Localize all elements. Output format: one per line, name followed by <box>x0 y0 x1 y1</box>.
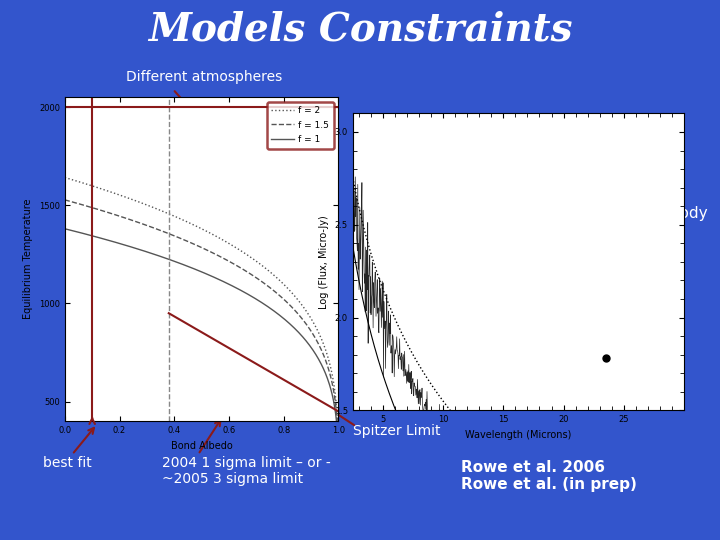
f = 1.5 <box>258 279 266 285</box>
f = 2 <box>259 264 268 270</box>
f = 1 <box>168 258 177 264</box>
f = 1 <box>94 234 102 240</box>
Text: Models Constraints: Models Constraints <box>148 11 572 49</box>
Text: Spitzer Limit: Spitzer Limit <box>353 424 441 438</box>
Text: 2004 1 sigma limit – or -
~2005 3 sigma limit: 2004 1 sigma limit – or - ~2005 3 sigma … <box>162 456 330 487</box>
X-axis label: Wavelength (Microns): Wavelength (Microns) <box>465 430 572 440</box>
f = 1 <box>233 285 241 292</box>
f = 1.5 <box>60 197 69 203</box>
f = 2 <box>168 212 177 219</box>
f = 1 <box>60 226 69 232</box>
f = 2 <box>334 496 343 503</box>
Text: best fit: best fit <box>43 456 92 470</box>
Y-axis label: Equilibrium Temperature: Equilibrium Temperature <box>23 199 33 320</box>
Text: Different atmospheres: Different atmospheres <box>126 70 282 84</box>
Line: f = 1.5: f = 1.5 <box>65 200 338 500</box>
Line: f = 2: f = 2 <box>65 178 338 500</box>
f = 2 <box>94 185 102 191</box>
f = 2 <box>233 245 241 252</box>
f = 1.5 <box>259 280 268 286</box>
f = 2 <box>60 174 69 181</box>
f = 1.5 <box>150 225 158 231</box>
f = 1 <box>334 496 343 503</box>
X-axis label: Bond Albedo: Bond Albedo <box>171 441 233 450</box>
Text: Rowe et al. 2006
Rowe et al. (in prep): Rowe et al. 2006 Rowe et al. (in prep) <box>461 460 636 492</box>
Text: blackbody: blackbody <box>630 206 708 221</box>
f = 1.5 <box>233 262 241 269</box>
Legend: f = 2, f = 1.5, f = 1: f = 2, f = 1.5, f = 1 <box>267 102 334 148</box>
f = 1 <box>258 300 266 306</box>
Y-axis label: Log (Flux, Micro-Jy): Log (Flux, Micro-Jy) <box>319 215 329 309</box>
f = 2 <box>258 262 266 269</box>
f = 1 <box>259 301 268 307</box>
Text: model: model <box>630 249 678 264</box>
f = 1.5 <box>168 232 177 239</box>
f = 2 <box>150 205 158 211</box>
f = 1.5 <box>94 206 102 213</box>
Line: f = 1: f = 1 <box>65 229 338 500</box>
f = 1.5 <box>334 496 343 503</box>
f = 1 <box>150 251 158 258</box>
